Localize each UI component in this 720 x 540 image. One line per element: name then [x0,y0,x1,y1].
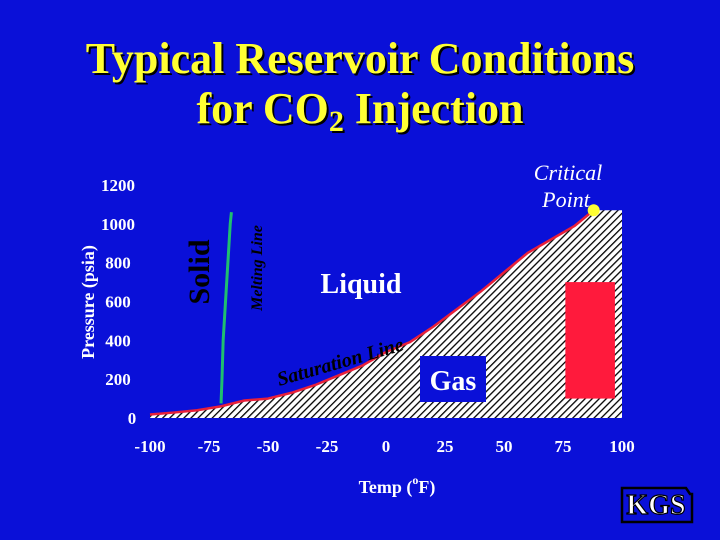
x-axis-label-sup: o [412,473,418,487]
title-line-2-post: Injection [343,84,524,133]
saturation-line [149,209,595,416]
critical-point-label-line-1: Critical [534,160,602,185]
gas-label: Gas [430,366,477,397]
gas-region-hatch [150,210,622,418]
y-tick-label: 200 [105,370,131,389]
x-tick-label: -75 [198,437,221,456]
kgs-logo-text: KGS [626,490,685,521]
x-tick-label: 75 [555,437,572,456]
gas-region [150,210,622,418]
title-line-2: for CO2 Injection [0,84,720,137]
x-tick-label: -25 [316,437,339,456]
y-tick-label: 1000 [101,215,135,234]
y-axis-label: Pressure (psia) [78,245,99,359]
y-tick-label: 400 [105,331,131,350]
title-line-1: Typical Reservoir Conditions [85,34,635,83]
x-tick-label: -100 [134,437,165,456]
x-axis-label-post: F) [418,477,435,498]
x-tick-label: 25 [437,437,454,456]
series-layer [149,204,600,416]
title-subscript: 2 [328,105,344,138]
slide-title: Typical Reservoir Conditions for CO2 Inj… [0,34,720,137]
reservoir-box-layer [565,282,615,399]
x-axis-label: Temp (oF) [359,473,436,498]
x-tick-label: -50 [257,437,280,456]
liquid-label-box [312,265,409,301]
liquid-label: Liquid [321,269,402,300]
reservoir-conditions-box [565,282,615,399]
kansas-outline-icon [620,486,694,524]
x-axis-label-pre: Temp ( [359,477,413,498]
y-tick-label: 1200 [101,176,135,195]
gas-label-box [420,356,486,402]
title-line-2-pre: for CO [196,84,329,133]
solid-label: Solid [183,239,216,304]
melting-line [219,212,233,404]
y-tick-label: 800 [105,254,131,273]
tick-labels: -100 -75 -50 -25 0 25 50 75 10002004006008001000… [101,176,635,456]
x-tick-label: 0 [382,437,391,456]
x-tick-label: 100 [609,437,635,456]
melting-line-label: Melting Line [249,225,266,312]
y-tick-label: 600 [105,293,131,312]
critical-point-label-line-2: Point [541,187,591,212]
critical-point-marker [587,204,600,217]
y-tick-label: 0 [128,409,137,428]
x-tick-label: 50 [496,437,513,456]
kgs-logo: KGS [620,486,694,524]
